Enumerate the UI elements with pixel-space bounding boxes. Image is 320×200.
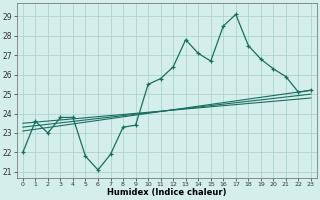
X-axis label: Humidex (Indice chaleur): Humidex (Indice chaleur) [107, 188, 227, 197]
